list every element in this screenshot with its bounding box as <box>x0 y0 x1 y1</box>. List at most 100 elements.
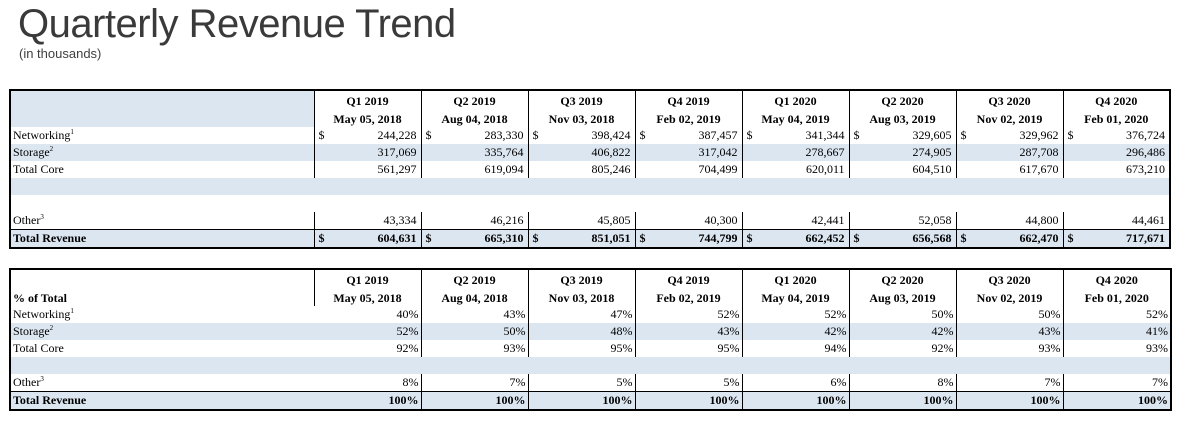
percent-value: 94% <box>742 340 850 357</box>
quarter-header: Q3 2019 <box>527 89 635 109</box>
spacer-cell <box>9 195 314 212</box>
row-label: Storage2 <box>9 323 314 340</box>
header-row: May 05, 2018 Aug 04, 2018 Nov 03, 2018 Feb … <box>9 109 1171 127</box>
currency-symbol <box>1062 161 1074 178</box>
percent-value: 100% <box>1063 391 1172 411</box>
currency-symbol: $ <box>741 127 753 144</box>
percent-of-total-table: Q1 2019 Q2 2019 Q3 2019 Q4 2019 Q1 2020 Q2 20… <box>9 268 1172 411</box>
percent-value: 100% <box>742 391 850 411</box>
percent-value: 48% <box>528 323 636 340</box>
table-row-total-core: Total Core 561,297 619,094 805,246 704,499 62… <box>9 161 1171 178</box>
footnote-marker: 1 <box>70 128 74 136</box>
quarter-header: Q4 2020 <box>1062 89 1171 109</box>
revenue-value: 46,216 <box>432 212 529 230</box>
spacer-cell <box>539 178 635 195</box>
currency-symbol: $ <box>955 127 967 144</box>
percent-value: 8% <box>849 374 957 392</box>
spacer-cell <box>849 195 860 212</box>
revenue-value: 604,631 <box>325 229 422 249</box>
table-row-total-revenue: Total Revenue 100% 100% 100% 100% 100% 100% 100… <box>9 391 1172 411</box>
quarter-header: Q4 2019 <box>634 268 742 288</box>
percent-value: 100% <box>314 391 422 411</box>
revenue-value: 744,799 <box>646 229 743 249</box>
currency-symbol <box>634 161 646 178</box>
percent-value: 40% <box>314 306 422 323</box>
revenue-value: 42,441 <box>753 212 850 230</box>
percent-value: 95% <box>528 340 636 357</box>
percent-value: 52% <box>635 306 743 323</box>
currency-symbol <box>527 144 539 161</box>
percent-value: 52% <box>314 323 422 340</box>
quarter-header: Q4 2019 <box>634 89 742 109</box>
quarter-header: Q2 2020 <box>848 268 956 288</box>
quarter-header: Q3 2020 <box>955 268 1063 288</box>
currency-symbol <box>313 144 325 161</box>
period-date-header: Aug 03, 2019 <box>848 109 956 127</box>
header-corner <box>9 268 314 288</box>
percent-value: 6% <box>742 374 850 392</box>
revenue-value: 287,708 <box>967 144 1064 161</box>
percent-value: 100% <box>956 391 1064 411</box>
quarter-header: Q1 2020 <box>741 89 849 109</box>
row-label: Total Core <box>9 340 314 357</box>
revenue-value: 398,424 <box>539 127 636 144</box>
spacer-cell <box>325 195 421 212</box>
header-row: Q1 2019 Q2 2019 Q3 2019 Q4 2019 Q1 2020 Q2 20… <box>9 89 1171 109</box>
percent-value: 100% <box>635 391 743 411</box>
revenue-value: 329,962 <box>967 127 1064 144</box>
currency-symbol: $ <box>313 229 325 249</box>
percent-value: 92% <box>314 340 422 357</box>
revenue-value: 317,069 <box>325 144 422 161</box>
footnote-marker: 1 <box>70 307 74 315</box>
period-date-header: Aug 03, 2019 <box>848 288 956 306</box>
period-date-header: May 04, 2019 <box>741 288 849 306</box>
currency-symbol <box>1062 212 1074 230</box>
footnote-marker: 2 <box>49 145 54 153</box>
spacer-cell <box>742 357 849 374</box>
spacer-cell <box>421 357 528 374</box>
currency-symbol <box>420 212 432 230</box>
currency-symbol: $ <box>420 127 432 144</box>
spacer-cell <box>1074 178 1171 195</box>
spacer-cell <box>753 178 849 195</box>
percent-value: 93% <box>956 340 1064 357</box>
currency-symbol <box>634 212 646 230</box>
revenue-value: 665,310 <box>432 229 529 249</box>
currency-symbol <box>634 144 646 161</box>
quarter-header: Q1 2019 <box>313 268 421 288</box>
table-row-storage: Storage2 317,069 335,764 406,822 317,042 278,… <box>9 144 1171 161</box>
revenue-value: 656,568 <box>860 229 957 249</box>
spacer-cell <box>742 178 753 195</box>
currency-symbol: $ <box>955 229 967 249</box>
revenue-value: 296,486 <box>1074 144 1171 161</box>
row-label-text: Total Revenue <box>13 231 87 245</box>
currency-symbol <box>420 161 432 178</box>
percent-value: 7% <box>1063 374 1172 392</box>
revenue-value: 673,210 <box>1074 161 1171 178</box>
footnote-marker: 2 <box>49 324 54 332</box>
spacer-cell <box>528 357 635 374</box>
spacer-cell <box>956 357 1063 374</box>
spacer-cell <box>956 178 967 195</box>
period-date-header: Aug 04, 2018 <box>420 109 528 127</box>
revenue-table: Q1 2019 Q2 2019 Q3 2019 Q4 2019 Q1 2020 Q2 20… <box>9 89 1171 249</box>
table-row-networking: Networking1 $244,228 $283,330 $398,424 $387,… <box>9 127 1171 144</box>
period-date-header: Nov 03, 2018 <box>527 288 635 306</box>
revenue-value: 278,667 <box>753 144 850 161</box>
percent-value: 92% <box>849 340 957 357</box>
spacer-cell <box>528 178 539 195</box>
revenue-value: 274,905 <box>860 144 957 161</box>
revenue-value: 283,330 <box>432 127 529 144</box>
quarter-header: Q3 2020 <box>955 89 1063 109</box>
quarter-header: Q4 2020 <box>1062 268 1172 288</box>
revenue-value: 376,724 <box>1074 127 1171 144</box>
period-date-header: May 05, 2018 <box>313 109 421 127</box>
row-label: Total Revenue <box>9 229 314 249</box>
revenue-value: 620,011 <box>753 161 850 178</box>
percent-value: 7% <box>421 374 529 392</box>
currency-symbol <box>741 212 753 230</box>
quarter-header: Q2 2020 <box>848 89 956 109</box>
revenue-value: 406,822 <box>539 144 636 161</box>
table-row-total-revenue: Total Revenue $604,631 $665,310 $851,051 $74… <box>9 229 1171 249</box>
row-label-text: Other <box>13 375 41 389</box>
